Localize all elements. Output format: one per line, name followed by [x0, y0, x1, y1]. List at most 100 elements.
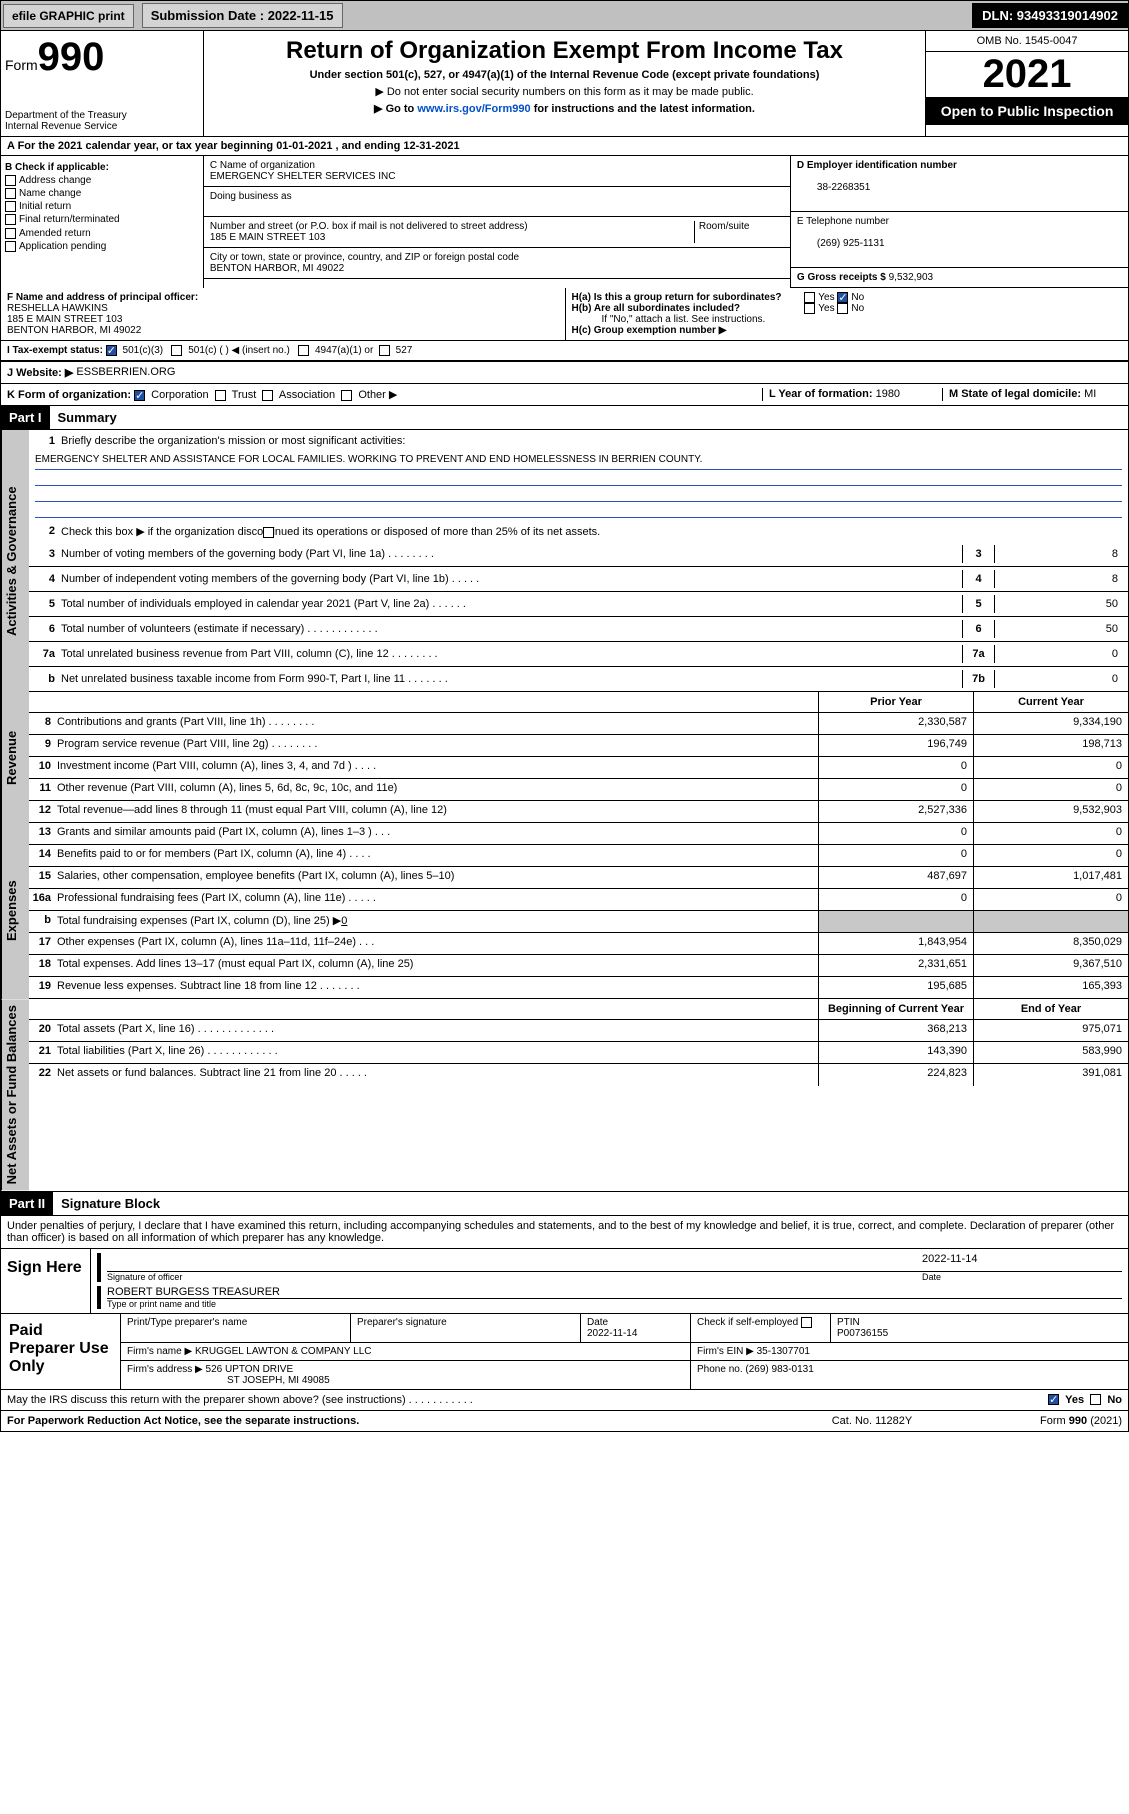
section-deg: D Employer identification number38-22683… [790, 156, 1128, 288]
val-line7b: 0 [994, 670, 1124, 688]
perjury-declaration: Under penalties of perjury, I declare th… [1, 1216, 1128, 1249]
checkbox-4947[interactable] [298, 345, 309, 356]
irs-link[interactable]: www.irs.gov/Form990 [417, 103, 530, 115]
header-left: Form990 Department of the Treasury Inter… [1, 31, 204, 136]
row-ij: I Tax-exempt status: 501(c)(3) 501(c) ( … [0, 341, 1129, 362]
checkbox-self-employed[interactable] [801, 1317, 812, 1328]
prior-13: 0 [818, 823, 973, 844]
prep-date: 2022-11-14 [587, 1328, 637, 1339]
part1-tag: Part I [1, 406, 50, 429]
form-title: Return of Organization Exempt From Incom… [210, 37, 919, 65]
section-c: C Name of organizationEMERGENCY SHELTER … [204, 156, 790, 288]
firm-address2: ST JOSEPH, MI 49085 [127, 1375, 330, 1386]
val-line5: 50 [994, 595, 1124, 613]
dept-treasury: Department of the Treasury [5, 110, 199, 121]
checkbox-trust[interactable] [215, 390, 226, 401]
efile-print-button[interactable]: efile GRAPHIC print [3, 4, 134, 28]
firm-address1: 526 UPTON DRIVE [206, 1364, 294, 1375]
part1-header: Part I Summary [0, 406, 1129, 430]
header-center: Return of Organization Exempt From Incom… [204, 31, 925, 136]
gross-receipts: 9,532,903 [889, 272, 934, 283]
begin-21: 143,390 [818, 1042, 973, 1063]
prior-9: 196,749 [818, 735, 973, 756]
checkbox-name-change[interactable] [5, 188, 16, 199]
irs-label: Internal Revenue Service [5, 121, 199, 132]
officer-city: BENTON HARBOR, MI 49022 [7, 325, 141, 336]
sign-here-label: Sign Here [1, 1249, 91, 1313]
val-line6: 50 [994, 620, 1124, 638]
checkbox-501c[interactable] [171, 345, 182, 356]
checkbox-assoc[interactable] [262, 390, 273, 401]
part2-title: Signature Block [53, 1192, 168, 1215]
vert-netassets: Net Assets or Fund Balances [1, 999, 29, 1190]
signature-block: Under penalties of perjury, I declare th… [0, 1216, 1129, 1314]
prior-19: 195,685 [818, 977, 973, 998]
checkbox-corp[interactable] [134, 390, 145, 401]
org-street: 185 E MAIN STREET 103 [210, 232, 325, 243]
checkbox-amended-return[interactable] [5, 228, 16, 239]
year-formation: 1980 [876, 388, 900, 400]
ein-value: 38-2268351 [797, 182, 870, 193]
section-b: B Check if applicable: Address change Na… [1, 156, 204, 288]
checkbox-ha-no[interactable] [837, 292, 848, 303]
cat-number: Cat. No. 11282Y [772, 1415, 972, 1427]
checkbox-discontinued[interactable] [263, 527, 274, 538]
curr-14: 0 [973, 845, 1128, 866]
checkbox-application-pending[interactable] [5, 241, 16, 252]
form-word: Form [5, 57, 38, 73]
vert-governance: Activities & Governance [1, 430, 29, 692]
officer-street: 185 E MAIN STREET 103 [7, 314, 122, 325]
ptin-value: P00736155 [837, 1328, 888, 1339]
subtitle-3: ▶ Go to www.irs.gov/Form990 for instruct… [210, 102, 919, 115]
sig-date: 2022-11-14 [922, 1253, 1122, 1271]
page-footer: For Paperwork Reduction Act Notice, see … [0, 1411, 1129, 1432]
checkbox-initial-return[interactable] [5, 201, 16, 212]
checkbox-discuss-no[interactable] [1090, 1394, 1101, 1405]
checkbox-discuss-yes[interactable] [1048, 1394, 1059, 1405]
form-ref: Form 990 (2021) [972, 1415, 1122, 1427]
officer-signed-name: ROBERT BURGESS TREASURER [107, 1286, 1122, 1298]
checkbox-hb-yes[interactable] [804, 303, 815, 314]
prior-11: 0 [818, 779, 973, 800]
row-j: J Website: ▶ ESSBERRIEN.ORG [0, 362, 1129, 384]
phone-value: (269) 925-1131 [797, 238, 885, 249]
firm-name: KRUGGEL LAWTON & COMPANY LLC [195, 1346, 372, 1357]
paid-preparer-label: Paid Preparer Use Only [1, 1314, 121, 1389]
omb-number: OMB No. 1545-0047 [926, 31, 1128, 52]
subtitle-1: Under section 501(c), 527, or 4947(a)(1)… [210, 69, 919, 81]
checkbox-hb-no[interactable] [837, 303, 848, 314]
top-bar: efile GRAPHIC print Submission Date : 20… [0, 0, 1129, 31]
curr-13: 0 [973, 823, 1128, 844]
part2-tag: Part II [1, 1192, 53, 1215]
vert-expenses: Expenses [1, 823, 29, 999]
form-number: 990 [38, 35, 105, 79]
public-inspection: Open to Public Inspection [926, 97, 1128, 125]
begin-20: 368,213 [818, 1020, 973, 1041]
fundraising-total: 0 [341, 915, 347, 927]
curr-12: 9,532,903 [973, 801, 1128, 822]
expenses-section: Expenses 13Grants and similar amounts pa… [0, 823, 1129, 999]
tax-year: 2021 [926, 52, 1128, 97]
checkbox-address-change[interactable] [5, 175, 16, 186]
checkbox-final-return[interactable] [5, 214, 16, 225]
org-city: BENTON HARBOR, MI 49022 [210, 263, 344, 274]
begin-22: 224,823 [818, 1064, 973, 1086]
checkbox-other[interactable] [341, 390, 352, 401]
checkbox-527[interactable] [379, 345, 390, 356]
prior-8: 2,330,587 [818, 713, 973, 734]
paperwork-notice: For Paperwork Reduction Act Notice, see … [7, 1415, 772, 1427]
prior-18: 2,331,651 [818, 955, 973, 976]
checkbox-501c3[interactable] [106, 345, 117, 356]
row-a-tax-year: A For the 2021 calendar year, or tax yea… [0, 137, 1129, 156]
entity-block: B Check if applicable: Address change Na… [0, 156, 1129, 288]
curr-10: 0 [973, 757, 1128, 778]
curr-16a: 0 [973, 889, 1128, 910]
prior-10: 0 [818, 757, 973, 778]
part1-title: Summary [50, 406, 125, 429]
end-21: 583,990 [973, 1042, 1128, 1063]
val-line4: 8 [994, 570, 1124, 588]
header-right: OMB No. 1545-0047 2021 Open to Public In… [925, 31, 1128, 136]
checkbox-ha-yes[interactable] [804, 292, 815, 303]
preparer-block: Paid Preparer Use Only Print/Type prepar… [0, 1314, 1129, 1411]
org-name: EMERGENCY SHELTER SERVICES INC [210, 171, 396, 182]
